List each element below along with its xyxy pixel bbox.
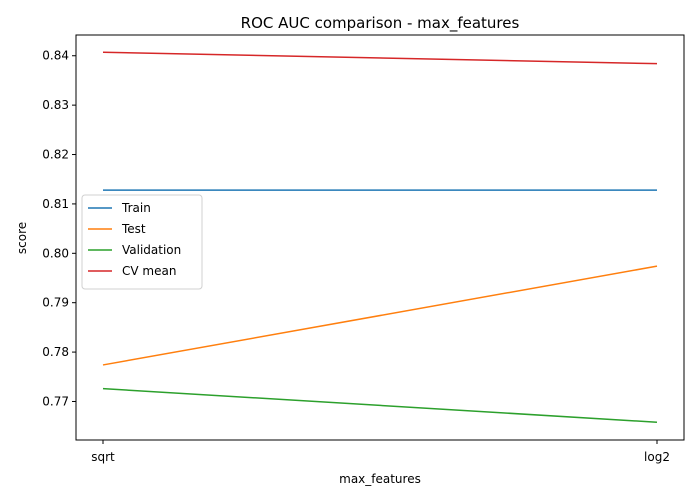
series-line-validation	[102, 387, 658, 423]
x-tick-label: sqrt	[91, 450, 115, 464]
y-tick-label: 0.81	[42, 197, 69, 211]
y-tick-label: 0.77	[42, 394, 69, 408]
x-axis-label: max_features	[339, 472, 421, 486]
chart-title: ROC AUC comparison - max_features	[241, 14, 520, 33]
series-line-test	[102, 265, 658, 366]
y-tick-label: 0.84	[42, 49, 69, 63]
y-axis-label: score	[15, 222, 29, 254]
y-tick-label: 0.80	[42, 246, 69, 260]
y-axis-ticks: 0.77 0.78 0.79 0.80 0.81 0.82 0.83 0.84	[42, 49, 76, 408]
legend-label-validation: Validation	[122, 243, 181, 257]
y-tick-label: 0.82	[42, 148, 69, 162]
legend-box	[81, 194, 203, 290]
legend-label-train: Train	[121, 201, 151, 215]
series-line-cv-mean	[102, 51, 658, 65]
x-axis-ticks: sqrt log2	[91, 440, 670, 464]
x-tick-label: log2	[644, 450, 670, 464]
legend-label-test: Test	[121, 222, 146, 236]
series-lines	[102, 51, 658, 423]
legend-label-cv-mean: CV mean	[122, 264, 176, 278]
plot-frame	[75, 34, 685, 441]
legend: Train Test Validation CV mean	[81, 194, 203, 290]
y-tick-label: 0.79	[42, 296, 69, 310]
y-tick-label: 0.83	[42, 98, 69, 112]
y-tick-label: 0.78	[42, 345, 69, 359]
